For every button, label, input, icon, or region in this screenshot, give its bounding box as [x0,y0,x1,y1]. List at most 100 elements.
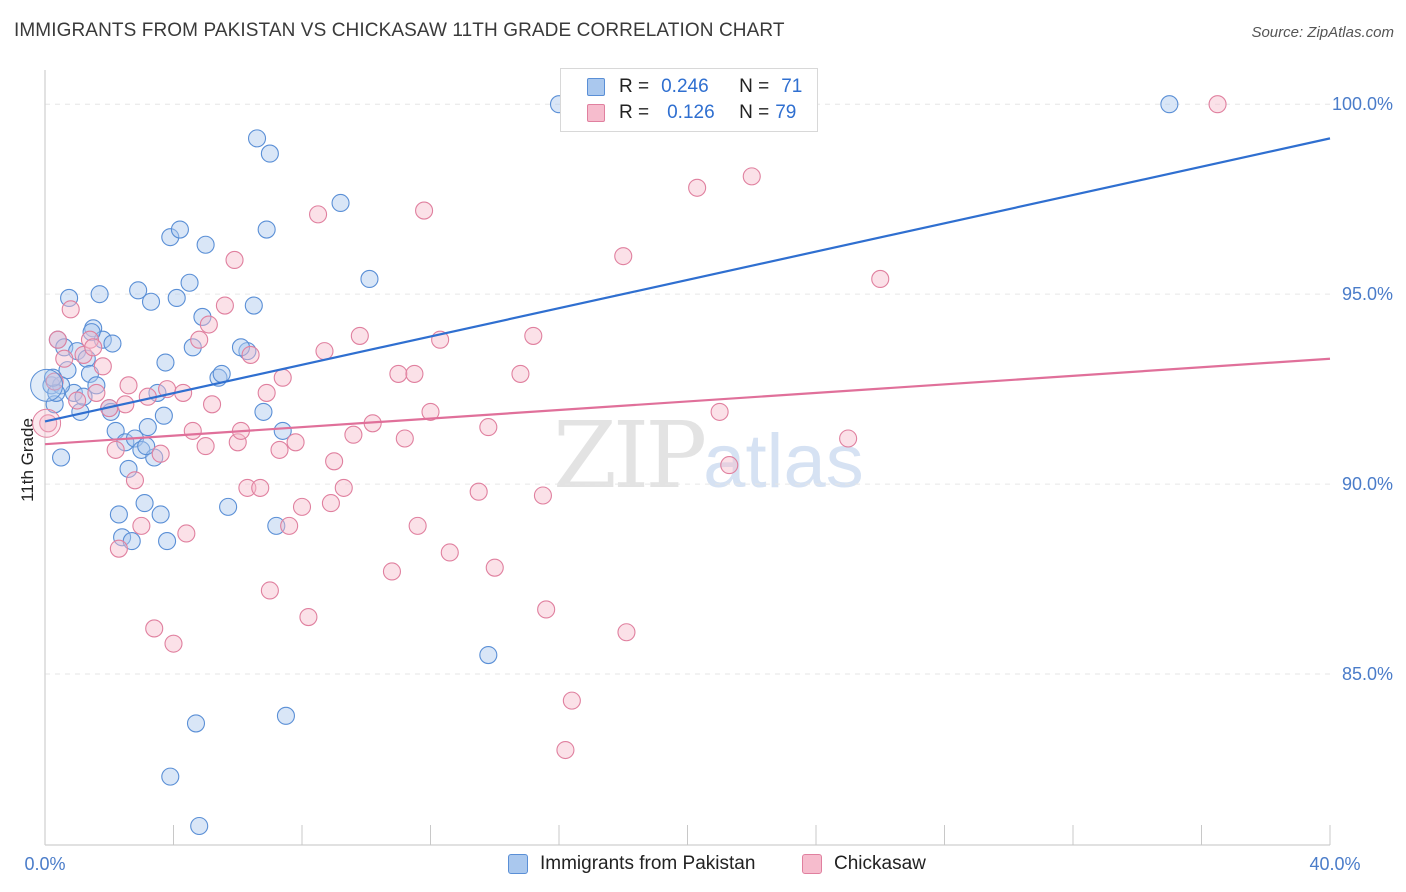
pakistan-point [113,528,132,547]
chickasaw-point [299,608,318,627]
y-tick-label: 90.0% [1342,474,1393,494]
legend-r-label: R = [619,76,650,97]
chickasaw-point [742,167,761,186]
bottom-legend-label: Immigrants from Pakistan [540,853,756,874]
chickasaw-point [511,364,530,383]
pakistan-point [212,364,231,383]
chickasaw-point [183,421,202,440]
chickasaw-point [132,516,151,535]
legend-n-label: N = [739,102,770,123]
pakistan-point [90,285,109,304]
pakistan-point [158,532,177,551]
pakistan-point [135,494,154,513]
pakistan-point [231,338,251,357]
pakistan-point [161,767,180,786]
chickasaw-point [228,433,247,452]
chickasaw-point [395,429,414,448]
x-tick-label: 0.0% [24,854,65,874]
chickasaw-point [151,444,170,463]
pakistan-point [247,129,267,148]
chickasaw-point [617,623,636,642]
pakistan-point [129,281,148,300]
chickasaw-point [415,201,434,220]
chickasaw-point [469,482,488,501]
chickasaw-point [315,342,334,361]
chickasaw-point [556,740,575,760]
pakistan-point [151,505,170,524]
legend-swatch-blue [587,78,605,96]
pakistan-point [45,395,64,414]
chickasaw-point [84,338,103,357]
chickasaw-point [710,402,729,421]
chickasaw-point [196,437,215,456]
chickasaw-point [286,433,305,452]
chickasaw-point [688,178,707,197]
chickasaw-point [251,478,270,497]
legend-r-value: 0.246 [661,76,709,97]
pakistan-point [167,288,186,307]
chickasaw-point [479,418,498,437]
bottom-legend-pakistan: Immigrants from Pakistan [508,852,755,876]
chickasaw-point [839,429,858,448]
chickasaw-point [382,562,402,581]
legend-row-pakistan: R = 0.246 N = 71 [587,75,802,99]
watermark-zip: ZIP [553,402,707,509]
chickasaw-trend-line [44,357,1331,446]
chickasaw-point [440,543,459,562]
chickasaw-point [334,478,353,497]
pakistan-point [360,269,379,288]
chickasaw-point [125,471,144,490]
chickasaw-point [292,497,312,516]
chickasaw-point [344,425,363,444]
x-tick-label: 40.0% [1309,854,1360,874]
legend-n-label: N = [739,76,770,97]
pakistan-point [58,361,77,380]
chickasaw-point [203,395,222,414]
chickasaw-point [389,364,408,383]
chickasaw-point [562,691,581,710]
chickasaw-point [1208,95,1227,114]
pakistan-point [219,497,238,516]
chickasaw-point [325,452,344,471]
pakistan-point [254,402,273,421]
chickasaw-point [871,269,890,288]
chickasaw-point [537,600,556,619]
legend-row-chickasaw: R = 0.126 N = 79 [587,101,796,125]
chickasaw-point [87,383,106,402]
pakistan-point [60,288,79,307]
chart-title: IMMIGRANTS FROM PAKISTAN VS CHICKASAW 11… [14,20,785,41]
pakistan-point [331,193,350,213]
pakistan-point [479,645,498,665]
chickasaw-point [421,402,440,421]
chickasaw-point [32,408,62,438]
legend-r-value: 0.126 [667,102,715,123]
chickasaw-point [190,330,209,349]
pakistan-point [190,816,209,836]
watermark: ZIPatlas [553,402,864,509]
bottom-legend-chickasaw: Chickasaw [802,852,926,876]
legend-r-label: R = [619,102,650,123]
pakistan-point [273,421,292,440]
pakistan-trend-line [44,137,1331,423]
chickasaw-point [408,516,427,535]
chickasaw-point [241,345,260,364]
chickasaw-point [270,440,289,459]
chickasaw-point [164,634,183,653]
pakistan-point [260,144,279,163]
chickasaw-point [273,368,292,387]
pakistan-point [141,292,161,311]
pakistan-point [156,353,175,372]
pakistan-point [103,334,122,353]
chickasaw-point [524,326,543,345]
chickasaw-point [350,326,369,345]
pakistan-point [183,338,202,357]
pakistan-point [161,228,180,247]
chickasaw-point [533,486,552,505]
chickasaw-point [145,619,164,638]
legend-n-value: 71 [781,76,803,97]
y-tick-label: 100.0% [1332,94,1393,114]
chickasaw-point [55,349,74,368]
pakistan-point [87,376,106,395]
chickasaw-point [225,250,244,270]
